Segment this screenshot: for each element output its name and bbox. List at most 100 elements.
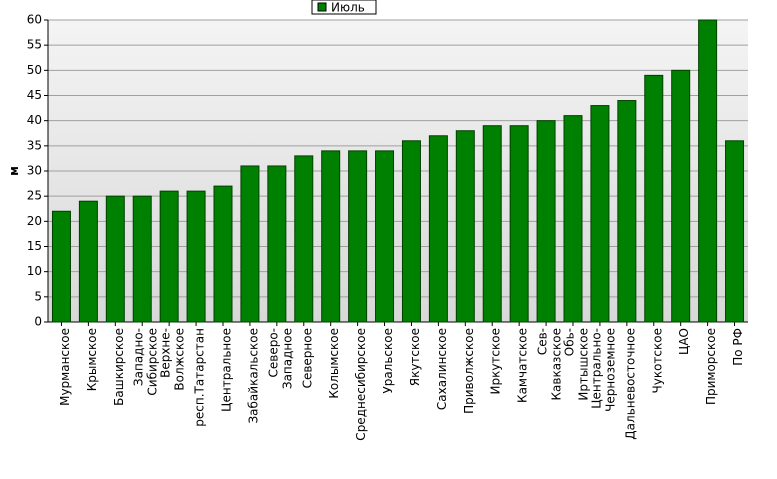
x-tick-label-line: Обь- [563, 328, 577, 356]
bar [455, 130, 475, 323]
bar [267, 165, 287, 323]
x-tick-label-line: Западно- [132, 328, 146, 386]
x-tick-label: Мурманское [58, 328, 72, 406]
bar [401, 140, 421, 323]
x-tick-label-line: Иркутское [489, 328, 503, 395]
x-tick-label-line: респ.Татарстан [193, 328, 207, 427]
bar [348, 150, 368, 323]
x-tick-label: респ.Татарстан [193, 328, 207, 427]
x-tick-label-line: Уральское [381, 328, 395, 394]
x-tick-label: Приморское [704, 328, 718, 405]
y-tick-label: 10 [27, 264, 42, 278]
bar [375, 150, 395, 323]
x-tick-label-line: ЦАО [677, 328, 691, 355]
y-tick-label: 30 [27, 164, 42, 178]
x-tick-label: Башкирское [112, 328, 126, 406]
x-tick-label: Крымское [85, 328, 99, 391]
x-tick-label: Уральское [381, 328, 395, 394]
bar [105, 195, 125, 323]
x-tick-label: Забайкальское [246, 328, 260, 424]
x-tick-label-line: Центральное [220, 328, 234, 412]
bar [644, 74, 664, 323]
x-tick-label-line: Приморское [704, 328, 718, 405]
x-tick-label-line: Чукотское [650, 328, 664, 393]
x-tick-label: Колымское [327, 328, 341, 399]
x-tick-label-line: По РФ [731, 328, 745, 366]
x-tick-label: Сев-Кавказское [536, 328, 564, 401]
bar [590, 105, 610, 323]
x-tick-label: Центральное [220, 328, 234, 412]
x-tick-label-line: Сев- [536, 328, 550, 355]
y-tick-label: 35 [27, 138, 42, 152]
x-tick-label-line: Северо- [266, 328, 280, 378]
x-tick-label-line: Верхне- [159, 328, 173, 378]
x-tick-label: Дальневосточное [623, 328, 637, 440]
x-tick-label: Среднесибирское [354, 328, 368, 441]
bar [509, 125, 529, 323]
bar [240, 165, 260, 323]
x-tick-label: Западно-Сибирское [132, 328, 160, 396]
x-tick-label: Иркутское [489, 328, 503, 395]
x-tick-label-line: Кавказское [550, 328, 564, 401]
legend-swatch [317, 2, 327, 12]
x-tick-label-line: Центрально- [589, 328, 603, 409]
x-tick-label-line: Дальневосточное [623, 328, 637, 440]
x-tick-label-line: Башкирское [112, 328, 126, 406]
x-tick-label-line: Иртышское [577, 328, 591, 401]
x-tick-label: Чукотское [650, 328, 664, 393]
y-axis-label: м [7, 166, 21, 176]
x-tick-label-line: Черноземное [603, 328, 617, 412]
bar [482, 125, 502, 323]
legend-label: Июль [331, 1, 365, 15]
legend: Июль [311, 0, 377, 15]
x-tick-label: Камчатское [516, 328, 530, 403]
x-tick-label: Приволжское [462, 328, 476, 414]
x-tick-label-line: Крымское [85, 328, 99, 391]
bar [536, 120, 556, 323]
x-tick-label-line: Сибирское [146, 328, 160, 396]
y-tick-label: 20 [27, 214, 42, 228]
x-tick-label: ЦАО [677, 328, 691, 355]
x-tick-label: Якутское [408, 328, 422, 386]
x-tick-label-line: Камчатское [516, 328, 530, 403]
bar [132, 195, 152, 323]
y-tick-label: 60 [27, 13, 42, 27]
x-tick-label: Обь-Иртышское [563, 328, 591, 401]
legend-box [311, 0, 377, 15]
y-tick-label: 25 [27, 189, 42, 203]
x-tick-label: Верхне-Волжское [159, 328, 187, 391]
x-tick-label: Центрально-Черноземное [589, 328, 617, 412]
x-tick-label-line: Волжское [173, 328, 187, 391]
x-tick-label: Сахалинское [435, 328, 449, 410]
bar [213, 185, 233, 323]
bar [428, 135, 448, 323]
y-tick-label: 45 [27, 88, 42, 102]
y-tick-label: 50 [27, 63, 42, 77]
x-tick-label-line: Якутское [408, 328, 422, 386]
x-tick-label-line: Среднесибирское [354, 328, 368, 441]
x-tick-label: Северо-Западное [266, 328, 294, 389]
bar [78, 200, 98, 323]
bar [51, 210, 71, 323]
bar [698, 19, 718, 323]
bar [725, 140, 745, 323]
bar [321, 150, 341, 323]
bar [617, 100, 637, 323]
x-tick-label: Северное [300, 328, 314, 388]
x-tick-label: По РФ [731, 328, 745, 366]
bar [186, 190, 206, 323]
y-tick-label: 55 [27, 38, 42, 52]
x-tick-label-line: Мурманское [58, 328, 72, 406]
bar [294, 155, 314, 323]
y-tick-label: 5 [34, 289, 42, 303]
bar [159, 190, 179, 323]
y-tick-label: 0 [34, 315, 42, 329]
x-tick-label-line: Колымское [327, 328, 341, 399]
y-tick-label: 40 [27, 113, 42, 127]
x-tick-label-line: Северное [300, 328, 314, 388]
bar [563, 115, 583, 323]
x-tick-label-line: Западное [280, 328, 294, 389]
x-tick-label-line: Сахалинское [435, 328, 449, 410]
x-tick-label-line: Приволжское [462, 328, 476, 414]
